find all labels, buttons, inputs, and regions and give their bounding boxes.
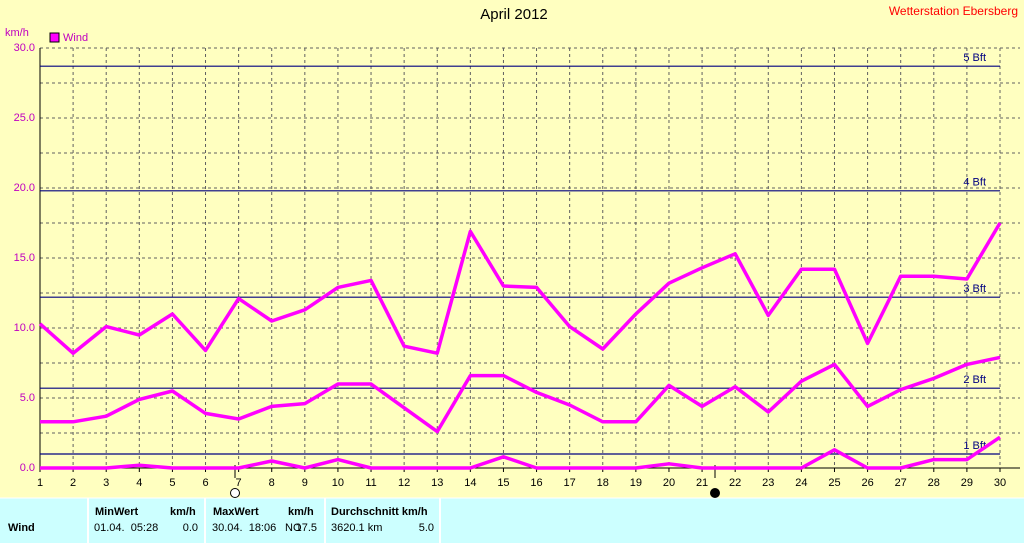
x-tick-label: 11 (365, 477, 376, 489)
y-axis-label: km/h (5, 27, 29, 39)
x-tick-label: 16 (530, 477, 542, 489)
x-tick-label: 22 (729, 477, 741, 489)
y-tick-label: 15.0 (14, 252, 35, 264)
x-tick-label: 26 (861, 477, 873, 489)
x-tick-label: 21 (696, 477, 708, 489)
table-row-label: Wind (8, 522, 35, 534)
table-header: km/h (170, 506, 196, 518)
wind-line (40, 435, 1001, 470)
x-tick-label: 25 (828, 477, 840, 489)
x-tick-label: 5 (169, 477, 175, 489)
x-tick-label: 30 (994, 477, 1006, 489)
reference-label: 5 Bft (963, 52, 986, 64)
x-tick-label: 17 (564, 477, 576, 489)
table-header: Durchschnitt km/h (331, 506, 428, 518)
y-tick-label: 10.0 (14, 322, 35, 334)
reference-label: 3 Bft (963, 283, 986, 295)
table-cell: 0.0 (183, 522, 198, 534)
y-tick-label: 0.0 (20, 462, 35, 474)
y-tick-label: 20.0 (14, 182, 35, 194)
x-tick-label: 20 (663, 477, 675, 489)
x-tick-label: 27 (895, 477, 907, 489)
legend-label: Wind (63, 32, 88, 44)
x-tick-label: 14 (464, 477, 476, 489)
table-panel (0, 498, 1024, 543)
table-header: MinWert (95, 506, 139, 518)
x-tick-label: 28 (928, 477, 940, 489)
y-tick-label: 30.0 (14, 42, 35, 54)
x-tick-label: 19 (630, 477, 642, 489)
x-tick-label: 9 (302, 477, 308, 489)
table-cell: 17.5 (296, 522, 317, 534)
legend-swatch (49, 32, 60, 43)
wind-line (38, 222, 1002, 355)
full-moon-icon (230, 488, 240, 498)
table-cell: 3620.1 km (331, 522, 382, 534)
x-tick-label: 4 (136, 477, 142, 489)
x-tick-label: 23 (762, 477, 774, 489)
x-tick-label: 18 (597, 477, 609, 489)
new-moon-icon (710, 488, 720, 498)
y-tick-label: 5.0 (20, 392, 35, 404)
wind-line (40, 355, 1001, 434)
table-cell: 30.04. 18:06 (212, 522, 276, 534)
x-tick-label: 15 (497, 477, 509, 489)
x-tick-label: 29 (961, 477, 973, 489)
table-cell: NO (285, 522, 302, 534)
reference-label: 2 Bft (963, 374, 986, 386)
x-tick-label: 12 (398, 477, 410, 489)
table-header: km/h (288, 506, 314, 518)
x-tick-label: 7 (236, 477, 242, 489)
reference-label: 4 Bft (963, 177, 986, 189)
x-tick-label: 6 (202, 477, 208, 489)
chart-title: April 2012 (480, 6, 548, 23)
x-tick-label: 8 (269, 477, 275, 489)
table-cell: 5.0 (419, 522, 434, 534)
x-tick-label: 2 (70, 477, 76, 489)
station-name: Wetterstation Ebersberg (889, 4, 1018, 18)
x-tick-label: 24 (795, 477, 807, 489)
x-tick-label: 10 (332, 477, 344, 489)
x-tick-label: 3 (103, 477, 109, 489)
y-tick-label: 25.0 (14, 112, 35, 124)
table-cell: 01.04. 05:28 (94, 522, 158, 534)
table-header: MaxWert (213, 506, 259, 518)
x-tick-label: 13 (431, 477, 443, 489)
x-tick-label: 1 (37, 477, 43, 489)
